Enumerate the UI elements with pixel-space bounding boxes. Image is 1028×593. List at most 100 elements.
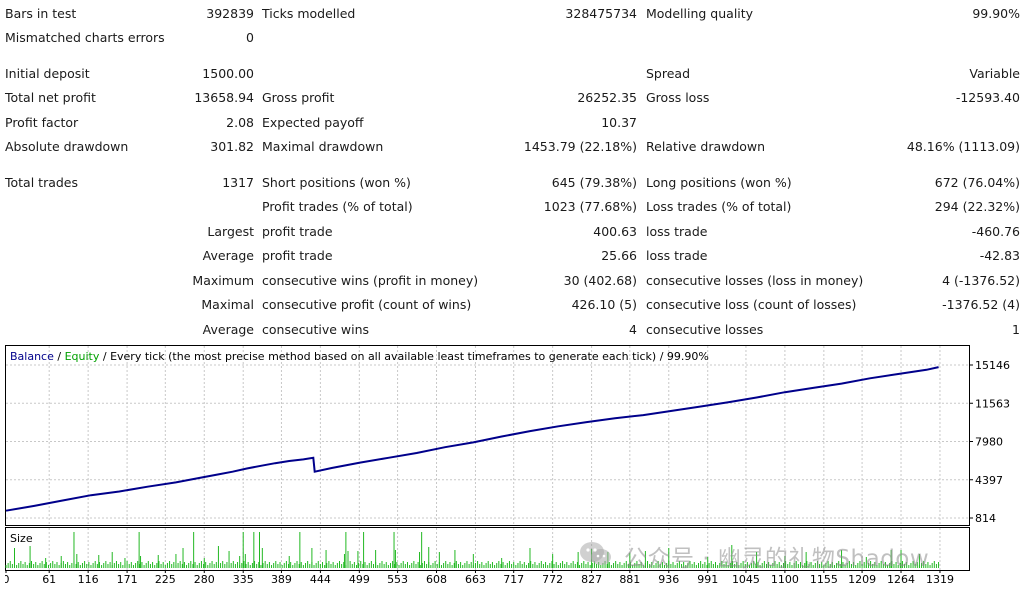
profit-trades-value: 1023 (77.68%) xyxy=(543,199,637,214)
y-tick-label: 15146 xyxy=(975,359,1010,372)
total-trades-value: 1317 xyxy=(222,175,254,190)
y-tick-label: 4397 xyxy=(975,474,1003,487)
maximal-cons-profit-value: 426.10 (5) xyxy=(571,297,637,312)
x-tick-label: 280 xyxy=(194,573,215,586)
max-cons-wins-value: 30 (402.68) xyxy=(563,273,637,288)
avg-cons-wins-label: consecutive wins xyxy=(262,322,370,337)
average2-label: Average xyxy=(202,322,254,337)
volume-bars xyxy=(5,532,940,568)
x-tick-label: 1264 xyxy=(887,573,915,586)
x-tick-label: 1100 xyxy=(771,573,799,586)
gross-profit-label: Gross profit xyxy=(262,90,335,105)
maximal-cons-profit-label: consecutive profit (count of wins) xyxy=(262,297,472,312)
legend-rest: / Every tick (the most precise method ba… xyxy=(99,350,709,363)
max-cons-losses-value: 4 (-1376.52) xyxy=(942,273,1020,288)
x-tick-label: 991 xyxy=(697,573,718,586)
avg-cons-losses-value: 1 xyxy=(1012,322,1020,337)
legend-text: Balance / Equity / Every tick (the most … xyxy=(10,350,709,363)
short-positions-label: Short positions (won %) xyxy=(262,175,411,190)
watermark-text: 公众号 · 幽灵的礼物Shadow xyxy=(624,546,930,572)
maximal-drawdown-value: 1453.79 (22.18%) xyxy=(523,139,637,154)
size-label: Size xyxy=(10,532,33,545)
x-tick-label: 772 xyxy=(542,573,563,586)
x-tick-label: 499 xyxy=(349,573,370,586)
maximal-cons-loss-value: -1376.52 (4) xyxy=(942,297,1020,312)
maximum-label: Maximum xyxy=(192,273,254,288)
total-net-profit-value: 13658.94 xyxy=(194,90,254,105)
average-profit-value: 25.66 xyxy=(601,248,637,263)
absolute-drawdown-value: 301.82 xyxy=(210,139,254,154)
bars-in-test-value: 392839 xyxy=(206,6,254,21)
absolute-drawdown-label: Absolute drawdown xyxy=(5,139,129,154)
largest-loss-label: loss trade xyxy=(646,224,708,239)
profit-factor-label: Profit factor xyxy=(5,115,79,130)
avg-cons-wins-value: 4 xyxy=(629,322,637,337)
y-tick-label: 11563 xyxy=(975,397,1010,410)
mismatched-label: Mismatched charts errors xyxy=(5,30,165,45)
profit-factor-value: 2.08 xyxy=(226,115,254,130)
size-plot-frame xyxy=(5,527,970,571)
balance-line xyxy=(5,366,939,512)
maximal-cons-loss-label: consecutive loss (count of losses) xyxy=(646,297,857,312)
maximal-drawdown-label: Maximal drawdown xyxy=(262,139,384,154)
legend-equity: Equity xyxy=(65,350,100,363)
x-tick-label: 1319 xyxy=(926,573,954,586)
gross-profit-value: 26252.35 xyxy=(577,90,637,105)
spread-value: Variable xyxy=(969,66,1020,81)
y-axis-labels: 15146 11563 7980 4397 814 xyxy=(969,359,1010,525)
short-positions-value: 645 (79.38%) xyxy=(551,175,637,190)
expected-payoff-label: Expected payoff xyxy=(262,115,364,130)
average-loss-label: loss trade xyxy=(646,248,708,263)
ticks-modelled-value: 328475734 xyxy=(565,6,637,21)
max-cons-wins-label: consecutive wins (profit in money) xyxy=(262,273,479,288)
loss-trades-value: 294 (22.32%) xyxy=(934,199,1020,214)
largest-profit-label: profit trade xyxy=(262,224,333,239)
relative-drawdown-value: 48.16% (1113.09) xyxy=(906,139,1020,154)
largest-profit-value: 400.63 xyxy=(593,224,637,239)
avg-cons-losses-label: consecutive losses xyxy=(646,322,764,337)
main-grid xyxy=(6,346,969,525)
x-tick-label: 335 xyxy=(233,573,254,586)
x-tick-label: 827 xyxy=(581,573,602,586)
x-tick-label: 936 xyxy=(658,573,679,586)
average-label: Average xyxy=(202,248,254,263)
profit-trades-label: Profit trades (% of total) xyxy=(262,199,413,214)
x-tick-label: 608 xyxy=(426,573,447,586)
x-tick-label: 444 xyxy=(310,573,331,586)
expected-payoff-value: 10.37 xyxy=(601,115,637,130)
x-tick-label: 389 xyxy=(271,573,292,586)
bars-in-test-label: Bars in test xyxy=(5,6,77,21)
x-tick-label: 881 xyxy=(619,573,640,586)
x-tick-label: 1155 xyxy=(810,573,838,586)
balance-series-line xyxy=(5,366,939,512)
spread-label: Spread xyxy=(646,66,691,81)
y-tick-label: 814 xyxy=(975,512,996,525)
balance-chart: Balance / Equity / Every tick (the most … xyxy=(5,345,1010,586)
wechat-icon xyxy=(580,542,611,565)
max-cons-losses-label: consecutive losses (loss in money) xyxy=(646,273,864,288)
total-trades-label: Total trades xyxy=(5,175,79,190)
x-tick-label: 1209 xyxy=(848,573,876,586)
long-positions-label: Long positions (won %) xyxy=(646,175,792,190)
initial-deposit-value: 1500.00 xyxy=(202,66,254,81)
largest-label: Largest xyxy=(207,224,254,239)
modelling-quality-label: Modelling quality xyxy=(646,6,754,21)
x-tick-label: 116 xyxy=(78,573,99,586)
x-tick-label: 1045 xyxy=(732,573,760,586)
x-tick-label: 171 xyxy=(117,573,138,586)
initial-deposit-label: Initial deposit xyxy=(5,66,90,81)
y-tick-label: 7980 xyxy=(975,436,1003,449)
x-tick-label: 717 xyxy=(503,573,524,586)
average-loss-value: -42.83 xyxy=(979,248,1020,263)
watermark: 公众号 · 幽灵的礼物Shadow xyxy=(578,537,1008,572)
average-profit-label: profit trade xyxy=(262,248,333,263)
x-tick-label: 225 xyxy=(155,573,176,586)
x-tick-label: 663 xyxy=(465,573,486,586)
gross-loss-value: -12593.40 xyxy=(955,90,1020,105)
modelling-quality-value: 99.90% xyxy=(972,6,1020,21)
mismatched-value: 0 xyxy=(246,30,254,45)
legend-balance: Balance xyxy=(10,350,54,363)
maximal-label: Maximal xyxy=(201,297,254,312)
total-net-profit-label: Total net profit xyxy=(5,90,96,105)
x-axis-labels: 0 61 116 171 225 280 335 389 444 499 553 608 663 717 7… xyxy=(5,570,954,586)
